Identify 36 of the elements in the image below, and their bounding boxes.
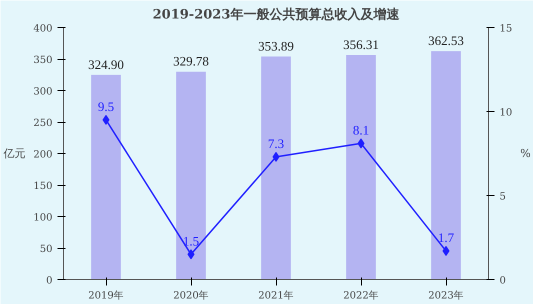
y2-tick-label: 5 <box>500 192 506 202</box>
y-axis-title: 亿元 <box>2 147 26 160</box>
x-tick-label: 2020年 <box>173 290 209 302</box>
data-label: 329.78 <box>173 54 209 69</box>
y-tick-label: 50 <box>40 244 53 255</box>
data-label: 353.89 <box>258 38 294 54</box>
y-tick-label: 200 <box>33 150 53 160</box>
data-label: 1.7 <box>438 230 455 245</box>
y2-axis-title: % <box>520 147 531 160</box>
bar <box>431 51 461 280</box>
y-tick-label: 150 <box>33 181 53 192</box>
bar <box>176 72 206 280</box>
data-label: 362.53 <box>428 33 464 48</box>
data-label: 324.90 <box>88 56 124 72</box>
bar <box>91 74 121 280</box>
data-label: 356.31 <box>343 37 379 52</box>
data-label: 1.5 <box>182 233 200 248</box>
y-tick-label: 0 <box>46 276 53 286</box>
y-tick-label: 250 <box>33 118 53 129</box>
x-tick-label: 2019年 <box>88 290 124 302</box>
x-tick-label: 2022年 <box>343 290 379 302</box>
bar <box>346 55 376 280</box>
x-tick-label: 2021年 <box>258 290 294 302</box>
y-tick-label: 400 <box>33 24 53 34</box>
y2-tick-label: 0 <box>500 276 506 286</box>
y2-tick-label: 10 <box>500 108 512 118</box>
data-label: 8.1 <box>352 122 370 138</box>
data-label: 7.3 <box>268 136 284 151</box>
chart-title: 2019-2023年一般公共预算总收入及增速 <box>152 6 400 22</box>
y-tick-label: 350 <box>33 55 53 66</box>
y-tick-label: 300 <box>33 86 53 98</box>
data-label: 9.5 <box>98 98 114 114</box>
x-tick-label: 2023年 <box>428 290 464 302</box>
y2-tick-label: 15 <box>500 24 512 34</box>
bar <box>261 56 291 280</box>
y-tick-label: 100 <box>33 212 53 224</box>
